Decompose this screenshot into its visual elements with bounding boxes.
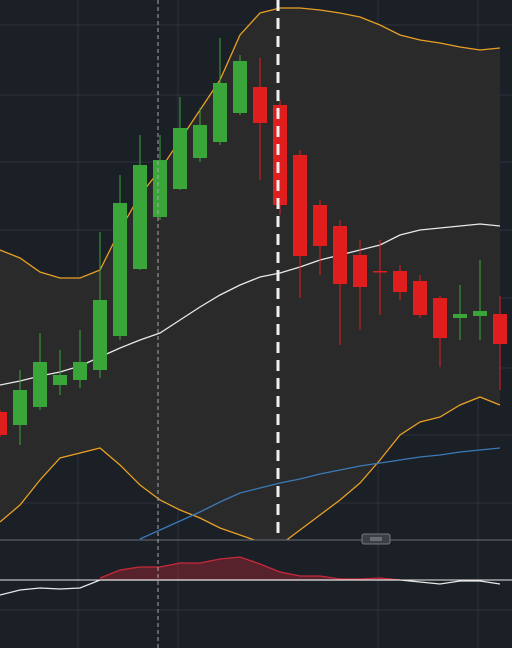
candle-body bbox=[433, 298, 447, 338]
candle-body bbox=[33, 362, 47, 407]
candle-body bbox=[133, 165, 147, 269]
candle-body bbox=[493, 314, 507, 344]
band-fill bbox=[0, 8, 500, 540]
candle-body bbox=[193, 125, 207, 158]
candle-body bbox=[413, 281, 427, 315]
candle-body bbox=[293, 155, 307, 256]
oscillator-line bbox=[99, 556, 401, 581]
candle-body bbox=[113, 203, 127, 336]
overlay-line bbox=[139, 447, 501, 540]
candle-body bbox=[233, 61, 247, 113]
candle-body bbox=[93, 300, 107, 370]
oscillator-line bbox=[0, 579, 501, 596]
candle-body bbox=[173, 128, 187, 189]
candle-body bbox=[213, 83, 227, 142]
candle-body bbox=[73, 362, 87, 380]
price-pane bbox=[0, 7, 507, 540]
candle-body bbox=[53, 375, 67, 385]
candle-body bbox=[153, 160, 167, 217]
area-fill bbox=[100, 557, 400, 580]
candle-body bbox=[393, 271, 407, 292]
overlay-line bbox=[0, 396, 501, 540]
overlay-line bbox=[0, 7, 501, 279]
candle-body bbox=[313, 205, 327, 246]
candle-body bbox=[13, 390, 27, 425]
oscillator-pane bbox=[0, 556, 512, 596]
candle-body bbox=[253, 87, 267, 123]
candle-body bbox=[353, 255, 367, 287]
candle-body bbox=[273, 105, 287, 205]
candle-body bbox=[453, 314, 467, 318]
candle-body bbox=[333, 226, 347, 284]
candle-body bbox=[0, 412, 7, 435]
pane-resize-handle[interactable] bbox=[361, 533, 391, 545]
candle-body bbox=[473, 311, 487, 316]
candle-body bbox=[373, 271, 387, 273]
